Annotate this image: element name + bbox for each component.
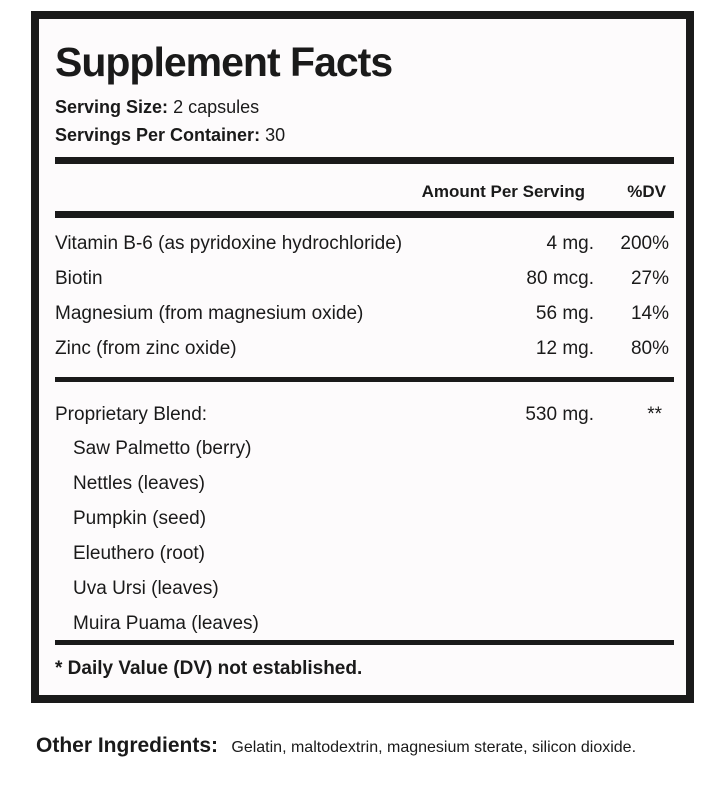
blend-ingredient: Nettles (leaves) xyxy=(73,473,205,494)
other-ingredients: Other Ingredients: Gelatin, maltodextrin… xyxy=(36,732,676,761)
servings-label: Servings Per Container: xyxy=(55,125,261,145)
nutrient-amount: 56 mg. xyxy=(535,303,594,324)
blend-ingredient: Eleuthero (root) xyxy=(73,543,206,564)
blend-ingredient: Pumpkin (seed) xyxy=(73,508,207,529)
panel-title: Supplement Facts xyxy=(55,39,393,85)
divider xyxy=(55,377,674,382)
nutrient-row: Magnesium (from magnesium oxide) 56 mg. 14… xyxy=(55,303,674,333)
dv-header: %DV xyxy=(627,182,666,201)
amount-header: Amount Per Serving xyxy=(421,182,585,201)
blend-ingredient: Muira Puama (leaves) xyxy=(73,613,259,634)
divider xyxy=(55,211,674,218)
other-ingredients-value: Gelatin, maltodextrin, magnesium sterate… xyxy=(231,739,637,756)
serving-size-label: Serving Size: xyxy=(55,97,169,117)
nutrient-row: Biotin 80 mcg. 27% xyxy=(55,268,674,298)
nutrient-name: Biotin xyxy=(55,268,103,289)
other-ingredients-label: Other Ingredients: xyxy=(36,734,219,757)
nutrient-dv: 200% xyxy=(620,233,669,254)
blend-dv: ** xyxy=(647,404,662,425)
nutrient-amount: 4 mg. xyxy=(546,233,594,254)
nutrient-name: Magnesium (from magnesium oxide) xyxy=(55,303,364,324)
footnote: * Daily Value (DV) not established. xyxy=(55,658,363,679)
nutrient-name: Vitamin B-6 (as pyridoxine hydrochloride… xyxy=(55,233,403,254)
nutrient-name: Zinc (from zinc oxide) xyxy=(55,338,237,359)
nutrient-dv: 14% xyxy=(630,303,669,324)
serving-size: Serving Size: 2 capsules xyxy=(55,97,259,118)
blend-ingredient: Uva Ursi (leaves) xyxy=(73,578,219,599)
supplement-facts-panel: Supplement Facts Serving Size: 2 capsule… xyxy=(31,11,694,703)
nutrient-dv: 27% xyxy=(630,268,669,289)
nutrient-dv: 80% xyxy=(630,338,669,359)
nutrient-amount: 12 mg. xyxy=(535,338,594,359)
blend-ingredient: Saw Palmetto (berry) xyxy=(73,438,252,459)
blend-amount: 530 mg. xyxy=(525,404,594,425)
nutrient-amount: 80 mcg. xyxy=(526,268,594,289)
divider xyxy=(55,640,674,645)
servings-value: 30 xyxy=(265,125,286,145)
serving-size-value: 2 capsules xyxy=(173,97,260,117)
nutrient-row: Vitamin B-6 (as pyridoxine hydrochloride… xyxy=(55,233,674,263)
blend-name: Proprietary Blend: xyxy=(55,404,208,425)
nutrient-row: Zinc (from zinc oxide) 12 mg. 80% xyxy=(55,338,674,368)
servings-per-container: Servings Per Container: 30 xyxy=(55,125,285,146)
blend-row: Proprietary Blend: 530 mg. ** xyxy=(55,404,674,434)
divider xyxy=(55,157,674,164)
